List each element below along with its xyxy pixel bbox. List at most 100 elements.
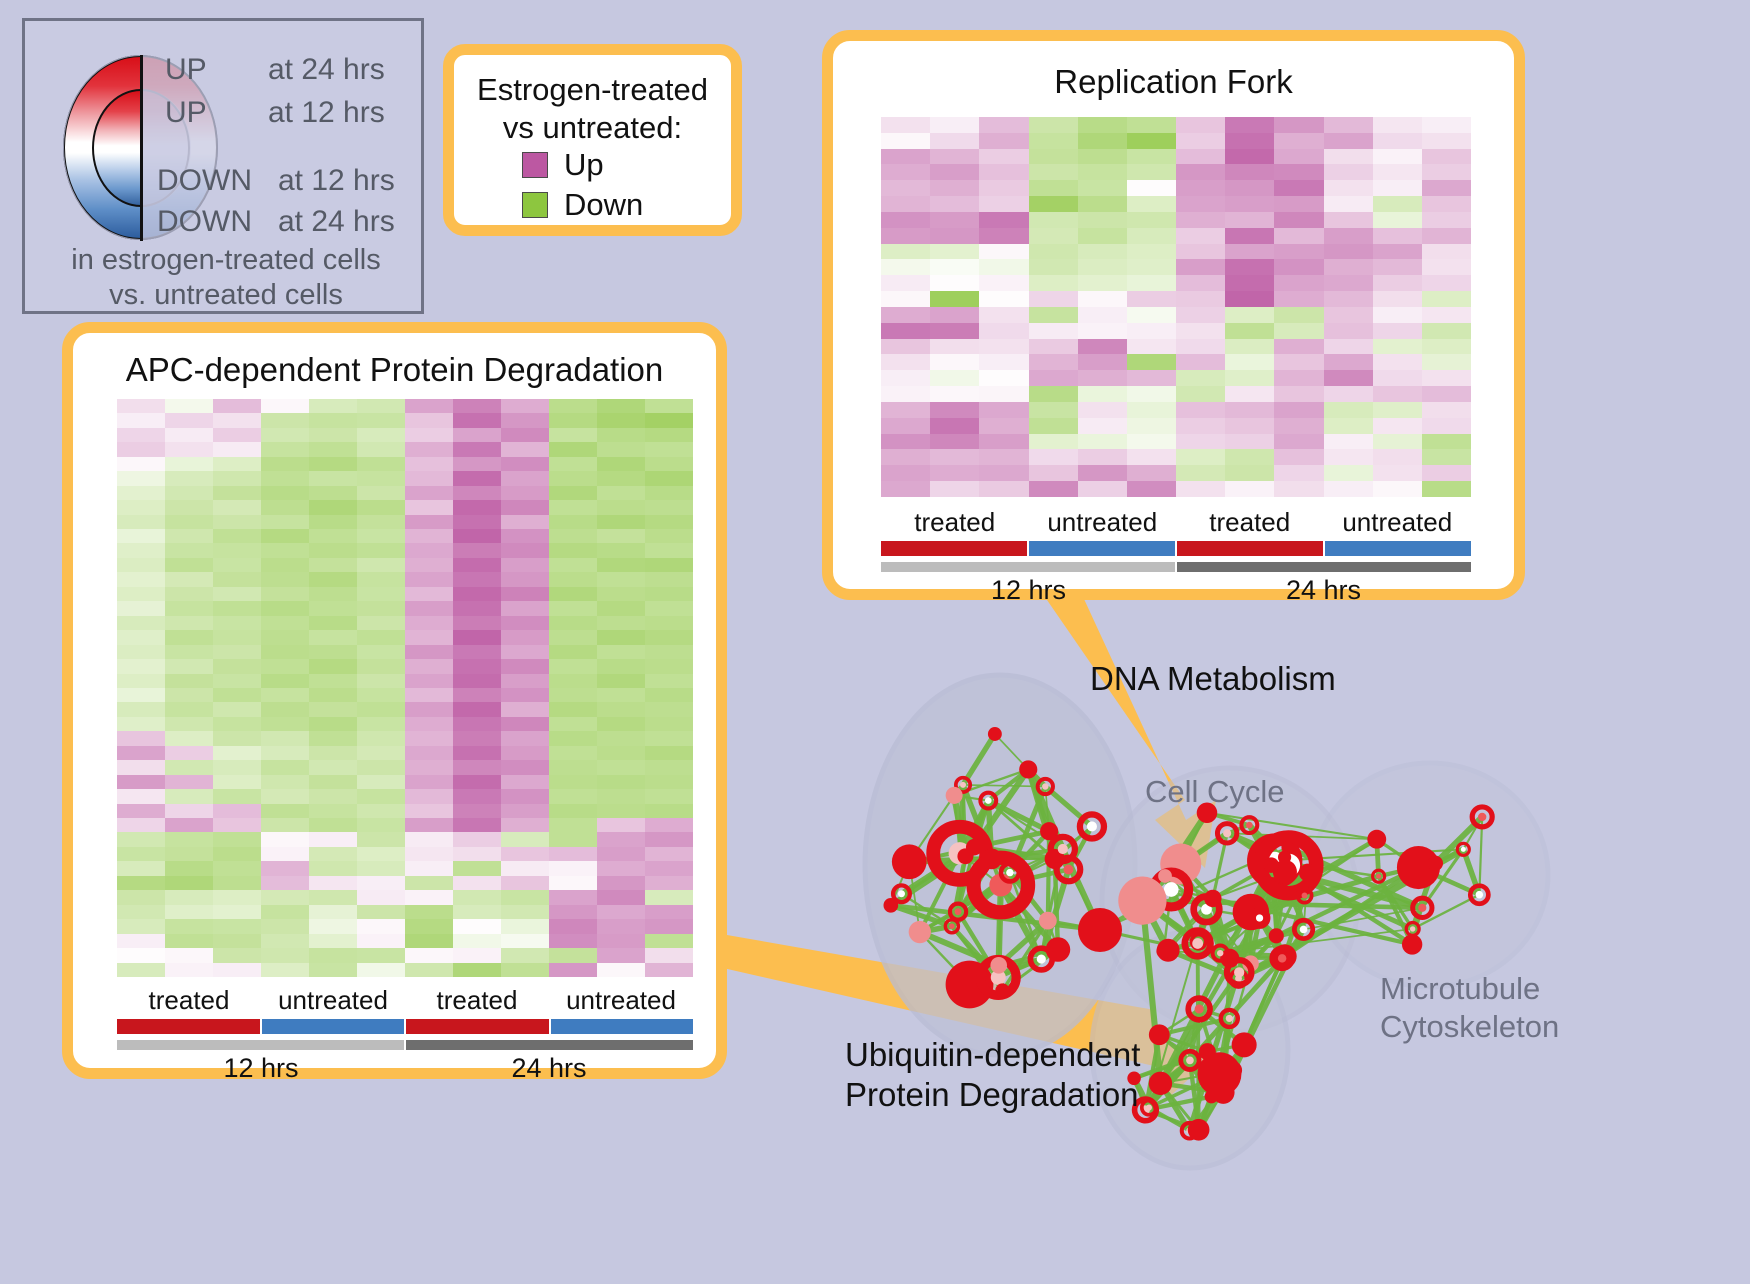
heatmap-cell: [930, 465, 979, 481]
heatmap-cell: [1029, 164, 1078, 180]
heatmap-cell: [357, 601, 405, 615]
group-label-untreated-1: untreated: [1029, 507, 1177, 538]
heatmap-cell: [1127, 212, 1176, 228]
heatmap-cell: [645, 818, 693, 832]
network-node-core: [1146, 1105, 1152, 1111]
key-time-up-12: at 12 hrs: [268, 96, 385, 130]
heatmap-cell: [979, 291, 1028, 307]
heatmap-cell: [309, 572, 357, 586]
heatmap-cell: [979, 212, 1028, 228]
heatmap-cell: [357, 529, 405, 543]
heatmap-cell: [453, 645, 501, 659]
heatmap-cell: [117, 804, 165, 818]
heatmap-cell: [1225, 133, 1274, 149]
heatmap-cell: [597, 760, 645, 774]
network-node: [892, 844, 927, 879]
heatmap-cell: [453, 659, 501, 673]
heatmap-cell: [1274, 149, 1323, 165]
heatmap-cell: [1274, 418, 1323, 434]
heatmap-cell: [501, 428, 549, 442]
heatmap-cell: [645, 457, 693, 471]
heatmap-cell: [261, 645, 309, 659]
heatmap-cell: [117, 731, 165, 745]
heatmap-cell: [213, 963, 261, 977]
heatmap-cell: [165, 645, 213, 659]
heatmap-cell: [213, 500, 261, 514]
heatmap-cell: [1127, 434, 1176, 450]
heatmap-cell: [405, 934, 453, 948]
heatmap-cell: [1176, 402, 1225, 418]
heatmap-cell: [979, 339, 1028, 355]
heatmap-cell: [881, 418, 930, 434]
heatmap-cell: [261, 428, 309, 442]
heatmap-cell: [309, 818, 357, 832]
heatmap-cell: [501, 702, 549, 716]
group-label-treated-2: treated: [405, 985, 549, 1016]
heatmap-cell: [165, 919, 213, 933]
heatmap-cell: [979, 386, 1028, 402]
heatmap-cell: [979, 149, 1028, 165]
heatmap-cell: [405, 948, 453, 962]
heatmap-cell: [1373, 196, 1422, 212]
heatmap-cell: [213, 688, 261, 702]
heatmap-cell: [1176, 323, 1225, 339]
heatmap-cell: [1324, 370, 1373, 386]
heatmap-cell: [309, 471, 357, 485]
heatmap-cell: [1225, 275, 1274, 291]
heatmap-cell: [1422, 386, 1471, 402]
heatmap-cell: [501, 587, 549, 601]
heatmap-cell: [1225, 212, 1274, 228]
heatmap-cell: [881, 149, 930, 165]
replication-fork-timepoint-bar: [881, 562, 1471, 572]
heatmap-cell: [1373, 465, 1422, 481]
network-node-core: [1164, 882, 1179, 897]
heatmap-cell: [979, 180, 1028, 196]
heatmap-cell: [597, 890, 645, 904]
network-node: [1149, 1072, 1172, 1095]
heatmap-cell: [1127, 117, 1176, 133]
heatmap-cell: [645, 572, 693, 586]
heatmap-cell: [979, 481, 1028, 497]
heatmap-cell: [405, 818, 453, 832]
heatmap-cell: [453, 847, 501, 861]
network-node-core: [960, 782, 966, 788]
heatmap-cell: [165, 731, 213, 745]
heatmap-cell: [453, 572, 501, 586]
heatmap-cell: [597, 717, 645, 731]
heatmap-cell: [117, 572, 165, 586]
heatmap-cell: [501, 674, 549, 688]
heatmap-cell: [549, 659, 597, 673]
heatmap-cell: [357, 746, 405, 760]
heatmap-cell: [309, 442, 357, 456]
apc-panel-title: APC-dependent Protein Degradation: [73, 351, 716, 389]
heatmap-cell: [453, 832, 501, 846]
network-node: [1269, 928, 1284, 943]
cluster-label-microtubule-cytoskeleton: Microtubule Cytoskeleton: [1380, 970, 1559, 1046]
heatmap-cell: [1176, 228, 1225, 244]
heatmap-cell: [117, 717, 165, 731]
heatmap-cell: [881, 449, 930, 465]
heatmap-cell: [357, 500, 405, 514]
group-label-untreated-3: untreated: [1324, 507, 1472, 538]
heatmap-cell: [1373, 275, 1422, 291]
heatmap-cell: [117, 919, 165, 933]
heatmap-cell: [1029, 275, 1078, 291]
heatmap-cell: [1422, 244, 1471, 260]
heatmap-cell: [645, 674, 693, 688]
heatmap-cell: [117, 775, 165, 789]
heatmap-cell: [1029, 339, 1078, 355]
heatmap-cell: [165, 486, 213, 500]
heatmap-cell: [357, 645, 405, 659]
heatmap-cell: [309, 789, 357, 803]
heatmap-cell: [213, 543, 261, 557]
heatmap-cell: [501, 601, 549, 615]
heatmap-cell: [405, 457, 453, 471]
heatmap-cell: [979, 434, 1028, 450]
heatmap-cell: [549, 471, 597, 485]
network-node: [1078, 908, 1122, 952]
heatmap-cell: [930, 259, 979, 275]
heatmap-cell: [309, 847, 357, 861]
heatmap-cell: [213, 442, 261, 456]
heatmap-cell: [979, 259, 1028, 275]
heatmap-cell: [549, 919, 597, 933]
